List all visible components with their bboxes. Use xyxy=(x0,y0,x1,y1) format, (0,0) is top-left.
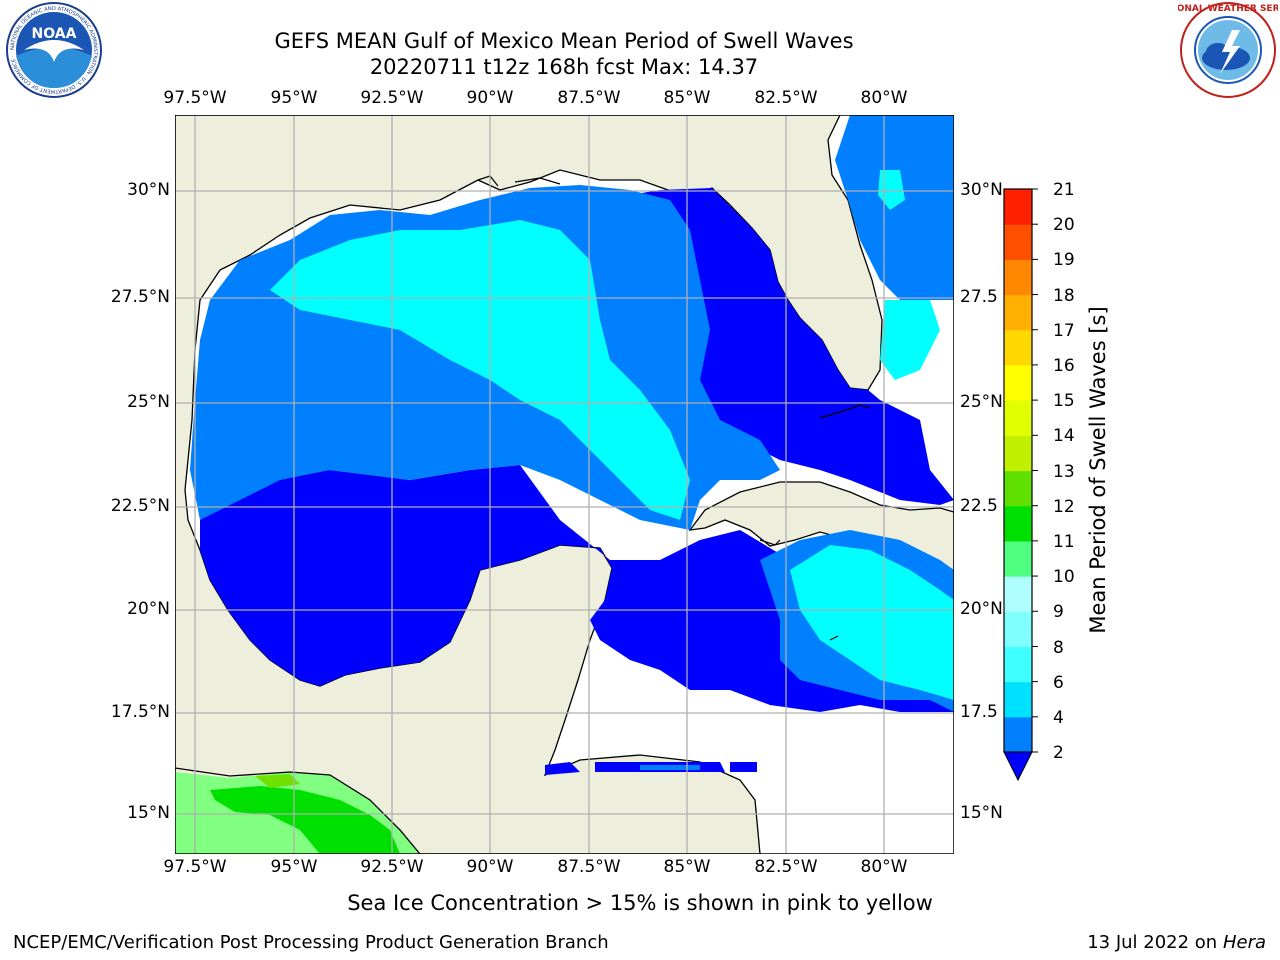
colorbar-swatch xyxy=(1004,400,1032,436)
colorbar-swatch xyxy=(1004,716,1032,753)
colorbar-title: Mean Period of Swell Waves [s] xyxy=(1086,306,1110,634)
lon-label: 97.5°W xyxy=(163,88,227,108)
colorbar-swatch xyxy=(1004,435,1032,472)
colorbar-swatches xyxy=(1004,189,1032,753)
lat-label: 22.5°N xyxy=(110,496,170,516)
map-subtitle: 20220711 t12z 168h fcst Max: 14.37 xyxy=(369,55,759,79)
map-title: GEFS MEAN Gulf of Mexico Mean Period of … xyxy=(274,29,854,53)
colorbar-tick-label: 12 xyxy=(1053,497,1075,517)
colorbar-tick-label: 9 xyxy=(1053,602,1064,622)
colorbar-swatch xyxy=(1004,611,1032,648)
lon-label: 87.5°W xyxy=(557,857,621,877)
lon-label: 85°W xyxy=(663,857,711,877)
lat-label: 27.5 xyxy=(960,287,998,307)
colorbar-tick-label: 15 xyxy=(1053,391,1075,411)
host-name: Hera xyxy=(1222,932,1266,953)
colorbar-swatch xyxy=(1004,681,1032,718)
colorbar-swatch xyxy=(1004,259,1032,296)
colorbar-swatch xyxy=(1004,189,1032,225)
swell-band-4-6s xyxy=(640,765,700,770)
colorbar xyxy=(1003,188,1038,782)
colorbar-tick-label: 11 xyxy=(1053,532,1075,552)
colorbar-tick-label: 14 xyxy=(1053,426,1075,446)
coast-island xyxy=(759,539,839,641)
lon-label: 90°W xyxy=(466,88,514,108)
swell-band-2-4s xyxy=(200,465,954,712)
colorbar-swatch xyxy=(1004,224,1032,260)
lat-label: 17.5 xyxy=(960,702,998,722)
swell-band-6-8s xyxy=(880,300,940,380)
colorbar-tick-label: 10 xyxy=(1053,567,1075,587)
run-date-text: 13 Jul 2022 on xyxy=(1087,932,1223,953)
swell-band-4-6s xyxy=(835,115,954,300)
gulf-map xyxy=(175,115,954,854)
colorbar-swatch xyxy=(1004,505,1032,542)
lat-label: 30°N xyxy=(960,180,1003,200)
lon-label: 92.5°W xyxy=(360,88,424,108)
noaa-logo-text: NOAA xyxy=(32,26,77,42)
lat-label: 20°N xyxy=(127,599,170,619)
colorbar-tick-label: 18 xyxy=(1053,286,1075,306)
lat-label: 17.5°N xyxy=(110,702,170,722)
lat-label: 22.5 xyxy=(960,496,998,516)
graticule xyxy=(175,115,954,854)
branch-credit: NCEP/EMC/Verification Post Processing Pr… xyxy=(13,932,609,953)
colorbar-tick-label: 17 xyxy=(1053,321,1075,341)
lat-label: 15°N xyxy=(960,803,1003,823)
lat-label: 30°N xyxy=(127,180,170,200)
colorbar-tick-label: 21 xyxy=(1053,180,1075,200)
colorbar-swatch xyxy=(1004,646,1032,683)
lon-label: 92.5°W xyxy=(360,857,424,877)
colorbar-tick-label: 4 xyxy=(1053,708,1064,728)
lon-label: 97.5°W xyxy=(163,857,227,877)
colorbar-swatch xyxy=(1004,540,1032,577)
lon-label: 80°W xyxy=(860,88,908,108)
colorbar-tick-label: 20 xyxy=(1053,215,1075,235)
lon-label: 82.5°W xyxy=(754,88,818,108)
colorbar-ticks xyxy=(1032,188,1038,753)
lon-label: 82.5°W xyxy=(754,857,818,877)
lon-label: 87.5°W xyxy=(557,88,621,108)
lon-label: 85°W xyxy=(663,88,711,108)
lat-label: 25°N xyxy=(127,392,170,412)
coast-pacific xyxy=(175,767,421,854)
run-date: 13 Jul 2022 on Hera xyxy=(1087,932,1266,953)
colorbar-swatch xyxy=(1004,294,1032,331)
colorbar-extend-arrow xyxy=(1003,751,1033,782)
lat-label: 15°N xyxy=(127,803,170,823)
swell-band-6-8s xyxy=(790,545,954,700)
colorbar-tick-label: 8 xyxy=(1053,638,1064,658)
colorbar-swatch xyxy=(1004,364,1032,401)
colorbar-tick-label: 6 xyxy=(1053,673,1064,693)
lat-label: 25°N xyxy=(960,392,1003,412)
colorbar-swatch xyxy=(1004,329,1032,366)
colorbar-swatch xyxy=(1004,470,1032,507)
lat-label: 20°N xyxy=(960,599,1003,619)
noaa-logo: NOAA NATIONAL OCEANIC AND ATMOSPHERIC AD… xyxy=(6,2,102,98)
nws-logo-ring-text: NATIONAL WEATHER SERVICE xyxy=(1178,4,1278,14)
sea-ice-caption: Sea Ice Concentration > 15% is shown in … xyxy=(347,891,933,915)
colorbar-tick-label: 13 xyxy=(1053,462,1075,482)
lon-label: 90°W xyxy=(466,857,514,877)
nws-logo: NATIONAL WEATHER SERVICE xyxy=(1178,2,1278,98)
lon-label: 95°W xyxy=(270,857,318,877)
swell-band-13-14s xyxy=(255,774,300,788)
lon-label: 80°W xyxy=(860,857,908,877)
coast-island xyxy=(819,404,871,419)
colorbar-tick-label: 2 xyxy=(1053,743,1064,763)
lat-label: 27.5°N xyxy=(110,287,170,307)
swell-band-6-8s xyxy=(878,170,905,210)
swell-band-6-8s xyxy=(270,220,690,520)
swell-band-12-13s xyxy=(210,786,400,854)
lon-label: 95°W xyxy=(270,88,318,108)
colorbar-tick-label: 16 xyxy=(1053,356,1075,376)
colorbar-swatch xyxy=(1004,576,1032,612)
colorbar-tick-label: 19 xyxy=(1053,250,1075,270)
